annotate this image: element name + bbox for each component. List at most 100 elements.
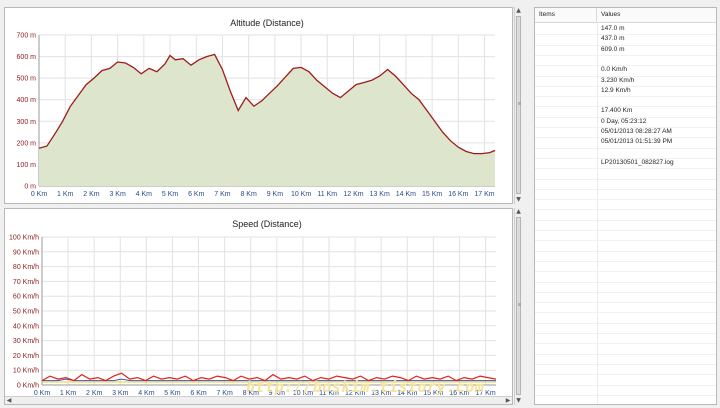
x-tick-label: 5 Km	[162, 191, 179, 198]
value-cell[interactable]: 609.0 m	[601, 45, 625, 53]
altitude-chart: Altitude (Distance) 0 Km 1 Km 2 Km 3 Km 4 Km…	[17, 18, 496, 198]
value-cell[interactable]: LP20130501_082827.log	[601, 158, 674, 166]
row-divider	[535, 219, 716, 221]
x-tick-label: 12 Km	[345, 390, 365, 396]
scroll-left-arrow-icon[interactable]: ◀	[6, 397, 12, 404]
value-cell[interactable]: 0.0 Km/h	[601, 66, 628, 74]
value-cell[interactable]: 05/01/2013 08:28:27 AM	[601, 128, 672, 135]
row-divider	[535, 75, 716, 77]
row-divider	[535, 291, 716, 293]
row-divider	[535, 44, 716, 46]
row-divider	[535, 85, 716, 87]
y-tick-label: 0 Km/h	[17, 383, 39, 390]
row-divider	[535, 116, 716, 118]
column-divider	[597, 22, 598, 404]
x-tick-label: 4 Km	[136, 191, 153, 198]
altitude-line	[38, 53, 496, 155]
column-header-values[interactable]: Values	[601, 11, 621, 18]
row-divider	[535, 96, 716, 98]
row-divider	[535, 157, 716, 159]
x-tick-label: 7 Km	[216, 390, 233, 396]
speed-horizontal-scrollbar[interactable]: ◀ ▶	[5, 396, 512, 404]
value-cell[interactable]: 3.230 Km/h	[601, 76, 635, 84]
info-grid-header: Items Values	[535, 8, 716, 23]
row-divider	[535, 312, 716, 314]
speed-chart-pane: Speed (Distance) 0 Km 1 Km 2 Km 3 Km 4 Km 5 K…	[4, 208, 513, 405]
y-tick-label: 70 Km/h	[13, 279, 39, 286]
info-grid: Items Values 147.0 m 437.0 m 609.0 m 0.0 Km…	[534, 7, 717, 405]
x-tick-label: 8 Km	[240, 191, 257, 198]
speed-vertical-scrollbar[interactable]: ▲ ≡ ▼	[514, 208, 522, 405]
x-tick-label: 1 Km	[57, 191, 74, 198]
y-tick-label: 0 m	[24, 184, 36, 191]
x-tick-label: 13 Km	[371, 390, 391, 396]
speed-series-red	[41, 372, 497, 382]
value-cell[interactable]: 147.0 m	[601, 25, 625, 32]
altitude-area	[39, 54, 495, 187]
scroll-up-arrow-icon[interactable]: ▲	[516, 208, 521, 215]
row-divider	[535, 302, 716, 304]
row-divider	[535, 250, 716, 252]
x-tick-label: 0 Km	[34, 390, 51, 396]
chart-grid	[41, 236, 496, 386]
value-cell[interactable]: 437.0 m	[601, 35, 625, 43]
x-tick-label: 14 Km	[396, 191, 416, 198]
y-tick-label: 90 Km/h	[13, 249, 39, 256]
speed-chart: Speed (Distance) 0 Km 1 Km 2 Km 3 Km 4 Km 5 K…	[9, 219, 497, 396]
x-tick-label: 15 Km	[423, 390, 443, 396]
scroll-right-arrow-icon[interactable]: ▶	[505, 397, 511, 404]
altitude-chart-title: Altitude (Distance)	[230, 18, 304, 28]
scroll-thumb[interactable]: ≡	[516, 16, 521, 194]
x-tick-label: 6 Km	[188, 191, 205, 198]
row-divider	[535, 230, 716, 231]
scroll-down-arrow-icon[interactable]: ▼	[516, 196, 521, 203]
y-tick-label: 100 Km/h	[9, 235, 39, 242]
y-tick-label: 300 m	[17, 119, 37, 126]
row-divider	[535, 240, 716, 242]
scroll-thumb[interactable]: ≡	[516, 217, 521, 395]
y-tick-label: 500 m	[17, 76, 37, 83]
x-tick-label: 3 Km	[109, 191, 126, 198]
y-tick-label: 60 Km/h	[13, 294, 39, 301]
x-tick-label: 14 Km	[397, 390, 417, 396]
x-tick-label: 6 Km	[190, 390, 207, 396]
row-divider	[535, 384, 716, 386]
x-tick-label: 11 Km	[319, 390, 339, 396]
row-divider	[535, 199, 716, 201]
row-divider	[535, 394, 716, 396]
y-tick-label: 50 Km/h	[13, 309, 39, 316]
altitude-vertical-scrollbar[interactable]: ▲ ≡ ▼	[514, 7, 522, 204]
x-tick-label: 9 Km	[269, 390, 286, 396]
y-tick-label: 200 m	[17, 140, 37, 147]
x-tick-label: 16 Km	[449, 390, 469, 396]
y-tick-label: 600 m	[17, 54, 37, 61]
x-tick-label: 5 Km	[164, 390, 181, 396]
row-divider	[535, 168, 716, 170]
x-tick-label: 9 Km	[267, 191, 284, 198]
row-divider	[535, 54, 716, 56]
scroll-up-arrow-icon[interactable]: ▲	[516, 7, 521, 14]
y-tick-label: 30 Km/h	[13, 338, 39, 345]
value-cell[interactable]: 05/01/2013 01:51:39 PM	[601, 138, 673, 146]
x-tick-label: 10 Km	[293, 390, 313, 396]
row-divider	[535, 333, 716, 334]
row-divider	[535, 127, 716, 128]
column-header-items[interactable]: Items	[535, 8, 597, 22]
speed-chart-title: Speed (Distance)	[232, 219, 302, 229]
x-tick-label: 1 Km	[60, 390, 77, 396]
scroll-down-arrow-icon[interactable]: ▼	[516, 397, 521, 404]
row-divider	[535, 343, 716, 345]
x-tick-label: 10 Km	[291, 191, 311, 198]
speed-series-blue	[42, 378, 496, 382]
x-tick-label: 8 Km	[243, 390, 260, 396]
row-divider	[535, 137, 716, 139]
y-tick-label: 40 Km/h	[13, 323, 39, 330]
row-divider	[535, 281, 716, 283]
watermark-text: http://boskim.tistory.com	[246, 378, 485, 396]
value-cell[interactable]: 12.9 Km/h	[601, 86, 631, 94]
y-tick-label: 10 Km/h	[13, 368, 39, 375]
row-divider	[535, 34, 716, 36]
value-cell[interactable]: 0 Day, 05:23:12	[601, 117, 647, 125]
value-cell[interactable]: 17.400 Km	[601, 107, 633, 115]
altitude-chart-pane: Altitude (Distance) 0 Km 1 Km 2 Km 3 Km 4 Km…	[4, 7, 513, 204]
